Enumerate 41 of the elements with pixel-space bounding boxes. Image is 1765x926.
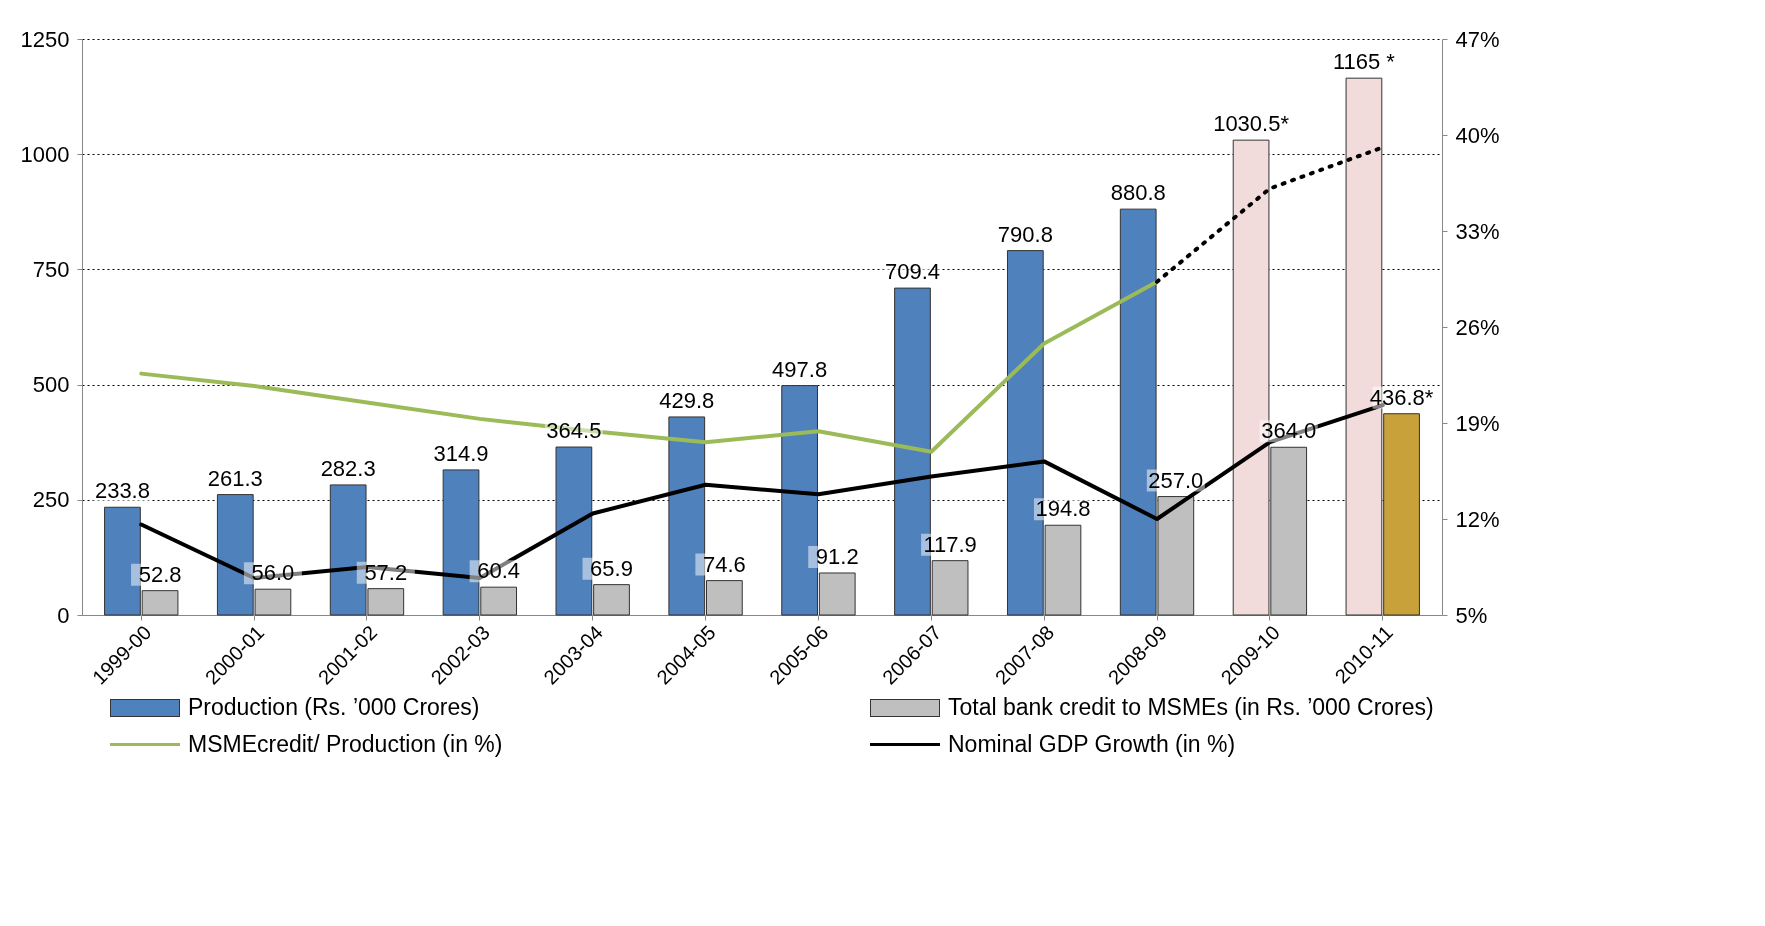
data-label: 429.8 (659, 387, 715, 413)
data-label: 314.9 (433, 440, 489, 466)
y-tick-label: 1000 (20, 141, 70, 167)
legend-label: Nominal GDP Growth (in %) (948, 731, 1236, 758)
legend-label: Production (Rs. ’000 Crores) (188, 694, 480, 721)
data-label: 74.6 (702, 551, 746, 577)
data-label: 257.0 (1148, 467, 1204, 493)
data-label: 282.3 (320, 455, 376, 481)
data-label: 497.8 (772, 356, 828, 382)
data-label: 52.8 (138, 561, 182, 587)
y2-tick-label: 40% (1455, 122, 1500, 148)
y2-tick-label: 12% (1455, 506, 1500, 532)
y-tick-label: 750 (32, 256, 70, 282)
y-tick-label: 500 (32, 372, 70, 398)
y2-tick-label: 47% (1455, 26, 1500, 52)
data-label: 790.8 (997, 221, 1053, 247)
y-tick-label: 0 (57, 602, 70, 628)
data-label: 233.8 (94, 478, 150, 504)
y2-tick-label: 19% (1455, 410, 1500, 436)
data-label: 91.2 (815, 543, 859, 569)
data-label: 65.9 (590, 555, 633, 581)
data-label: 117.9 (923, 531, 977, 557)
data-label: 1165 * (1332, 49, 1396, 75)
data-label: 194.8 (1035, 496, 1091, 522)
data-label: 880.8 (1110, 180, 1166, 206)
y-tick-label: 1250 (20, 26, 70, 52)
data-label: 436.8* (1369, 384, 1434, 410)
y2-tick-label: 26% (1455, 314, 1500, 340)
y2-tick-label: 33% (1455, 218, 1500, 244)
data-label: 60.4 (477, 558, 521, 584)
legend-label: MSMEcredit/ Production (in %) (188, 731, 503, 758)
data-label: 56.0 (251, 560, 295, 586)
y-tick-label: 250 (32, 487, 70, 513)
data-label: 1030.5* (1213, 111, 1290, 137)
data-label: 364.0 (1261, 418, 1317, 444)
data-label: 709.4 (884, 259, 941, 285)
y2-tick-label: 5% (1455, 602, 1488, 628)
data-label: 364.5 (546, 418, 602, 444)
data-label: 57.2 (364, 559, 408, 585)
legend-label: Total bank credit to MSMEs (in Rs. ’000 Crores) (948, 694, 1434, 721)
data-label: 261.3 (207, 465, 263, 491)
